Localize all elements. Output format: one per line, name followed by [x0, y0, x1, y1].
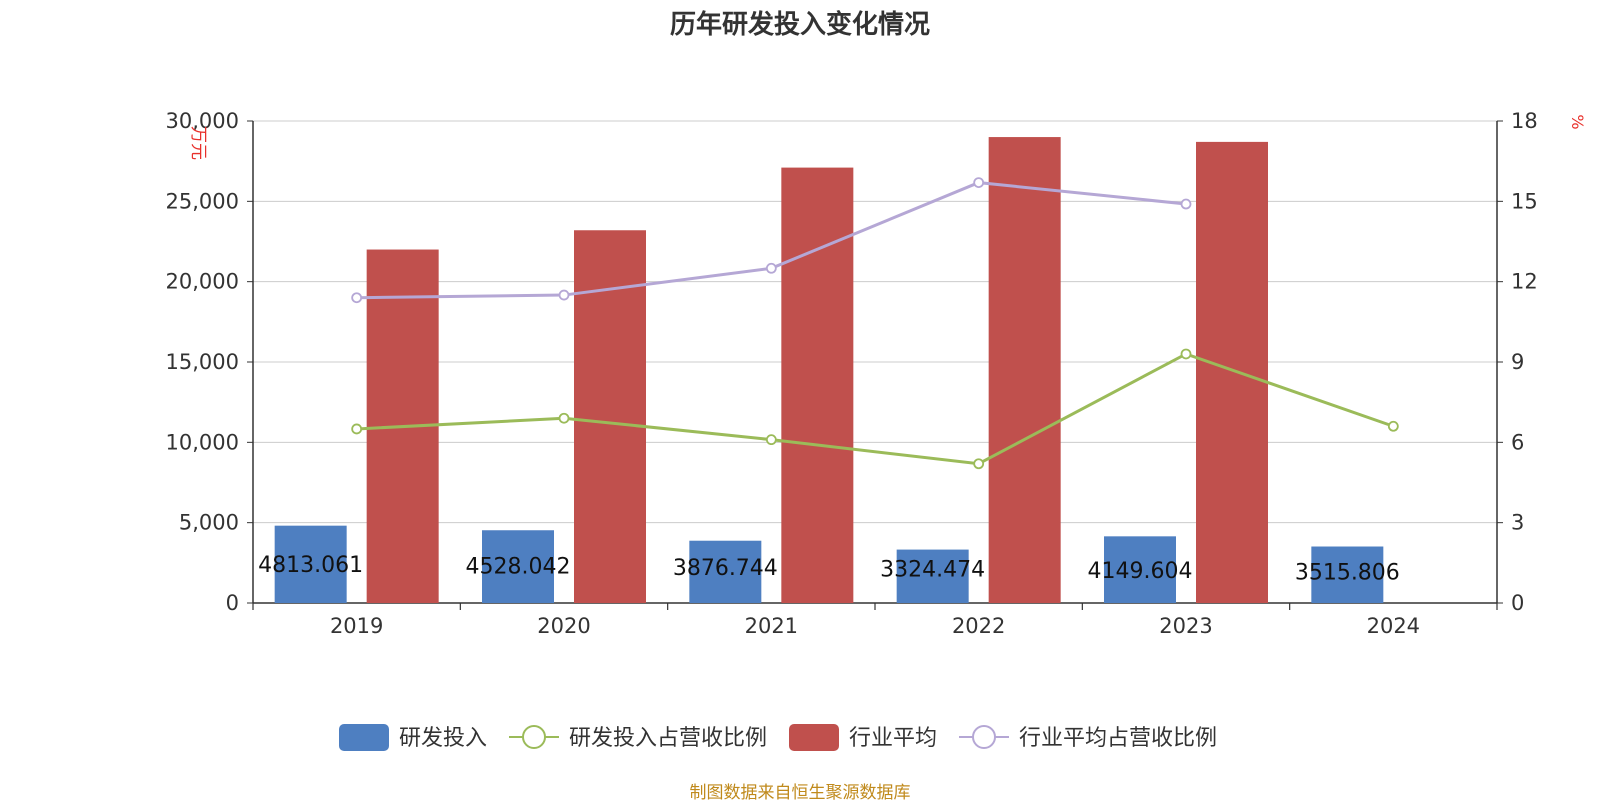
- data-label-2023: 4149.604: [1088, 559, 1193, 584]
- point-行业平均占营收比例-2023: [1180, 198, 1192, 210]
- y-right-tick-label: 3: [1511, 511, 1524, 535]
- y-right-tick-label: 6: [1511, 430, 1524, 454]
- point-行业平均占营收比例-2019: [351, 292, 363, 304]
- legend-marker-研发投入占营收比例: [522, 725, 546, 749]
- legend-label-行业平均: 行业平均: [849, 726, 937, 751]
- chart-title: 历年研发投入变化情况: [669, 10, 930, 40]
- bar-行业平均-2022: [988, 137, 1061, 604]
- data-label-2019: 4813.061: [258, 553, 363, 578]
- y-right-tick-label: 12: [1511, 270, 1538, 294]
- legend-label-行业平均占营收比例: 行业平均占营收比例: [1019, 726, 1217, 751]
- bar-研发投入-2021: [689, 540, 762, 603]
- data-source-note: 制图数据来自恒生聚源数据库: [689, 783, 911, 803]
- x-tick-label: 2019: [330, 614, 383, 638]
- bar-研发投入-2022: [896, 549, 969, 603]
- data-label-2021: 3876.744: [673, 556, 778, 581]
- x-tick-label: 2021: [745, 614, 798, 638]
- y-left-tick-label: 10,000: [166, 430, 239, 454]
- legend-label-研发投入占营收比例: 研发投入占营收比例: [569, 726, 767, 751]
- point-研发投入占营收比例-2023: [1180, 348, 1192, 360]
- y-left-tick-label: 30,000: [166, 109, 239, 133]
- y-right-tick-label: 18: [1511, 109, 1538, 133]
- data-label-2020: 4528.042: [466, 555, 571, 580]
- bar-研发投入-2020: [482, 530, 554, 603]
- y-right-tick-label: 9: [1511, 350, 1524, 374]
- x-tick-label: 2020: [537, 614, 590, 638]
- legend-marker-行业平均占营收比例: [972, 725, 996, 749]
- bar-研发投入-2023: [1104, 536, 1176, 603]
- line-行业平均占营收比例: [356, 181, 1187, 300]
- point-行业平均占营收比例-2022: [973, 177, 985, 188]
- point-研发投入占营收比例-2019: [351, 423, 363, 435]
- x-tick-label: 2022: [952, 614, 1005, 638]
- y-left-tick-label: 0: [226, 591, 239, 615]
- point-研发投入占营收比例-2024: [1387, 420, 1399, 432]
- data-label-2024: 3515.806: [1295, 561, 1400, 586]
- legend-swatch-研发投入: [339, 724, 389, 751]
- legend-swatch-行业平均: [789, 724, 839, 751]
- y-left-tick-label: 5,000: [179, 511, 239, 535]
- y-left-tick-label: 15,000: [166, 350, 239, 374]
- point-研发投入占营收比例-2020: [558, 412, 570, 424]
- y-left-tick-label: 20,000: [166, 270, 239, 294]
- x-tick-label: 2024: [1367, 614, 1420, 638]
- bar-研发投入-2024: [1311, 546, 1384, 603]
- y-left-tick-label: 25,000: [166, 189, 239, 213]
- y-right-axis-label: %: [1568, 114, 1587, 129]
- bar-行业平均-2021: [781, 167, 854, 604]
- legend-label-研发投入: 研发投入: [399, 726, 487, 751]
- point-研发投入占营收比例-2021: [765, 434, 777, 446]
- line-研发投入占营收比例: [356, 352, 1394, 466]
- data-label-2022: 3324.474: [880, 558, 985, 583]
- point-行业平均占营收比例-2021: [765, 262, 777, 274]
- x-tick-label: 2023: [1159, 614, 1212, 638]
- point-行业平均占营收比例-2020: [558, 289, 570, 301]
- point-研发投入占营收比例-2022: [973, 458, 985, 470]
- y-left-axis-label: 万元: [188, 126, 208, 160]
- bar-行业平均-2023: [1196, 141, 1268, 604]
- y-right-tick-label: 0: [1511, 591, 1524, 615]
- bar-研发投入-2019: [274, 525, 347, 603]
- y-right-tick-label: 15: [1511, 189, 1538, 213]
